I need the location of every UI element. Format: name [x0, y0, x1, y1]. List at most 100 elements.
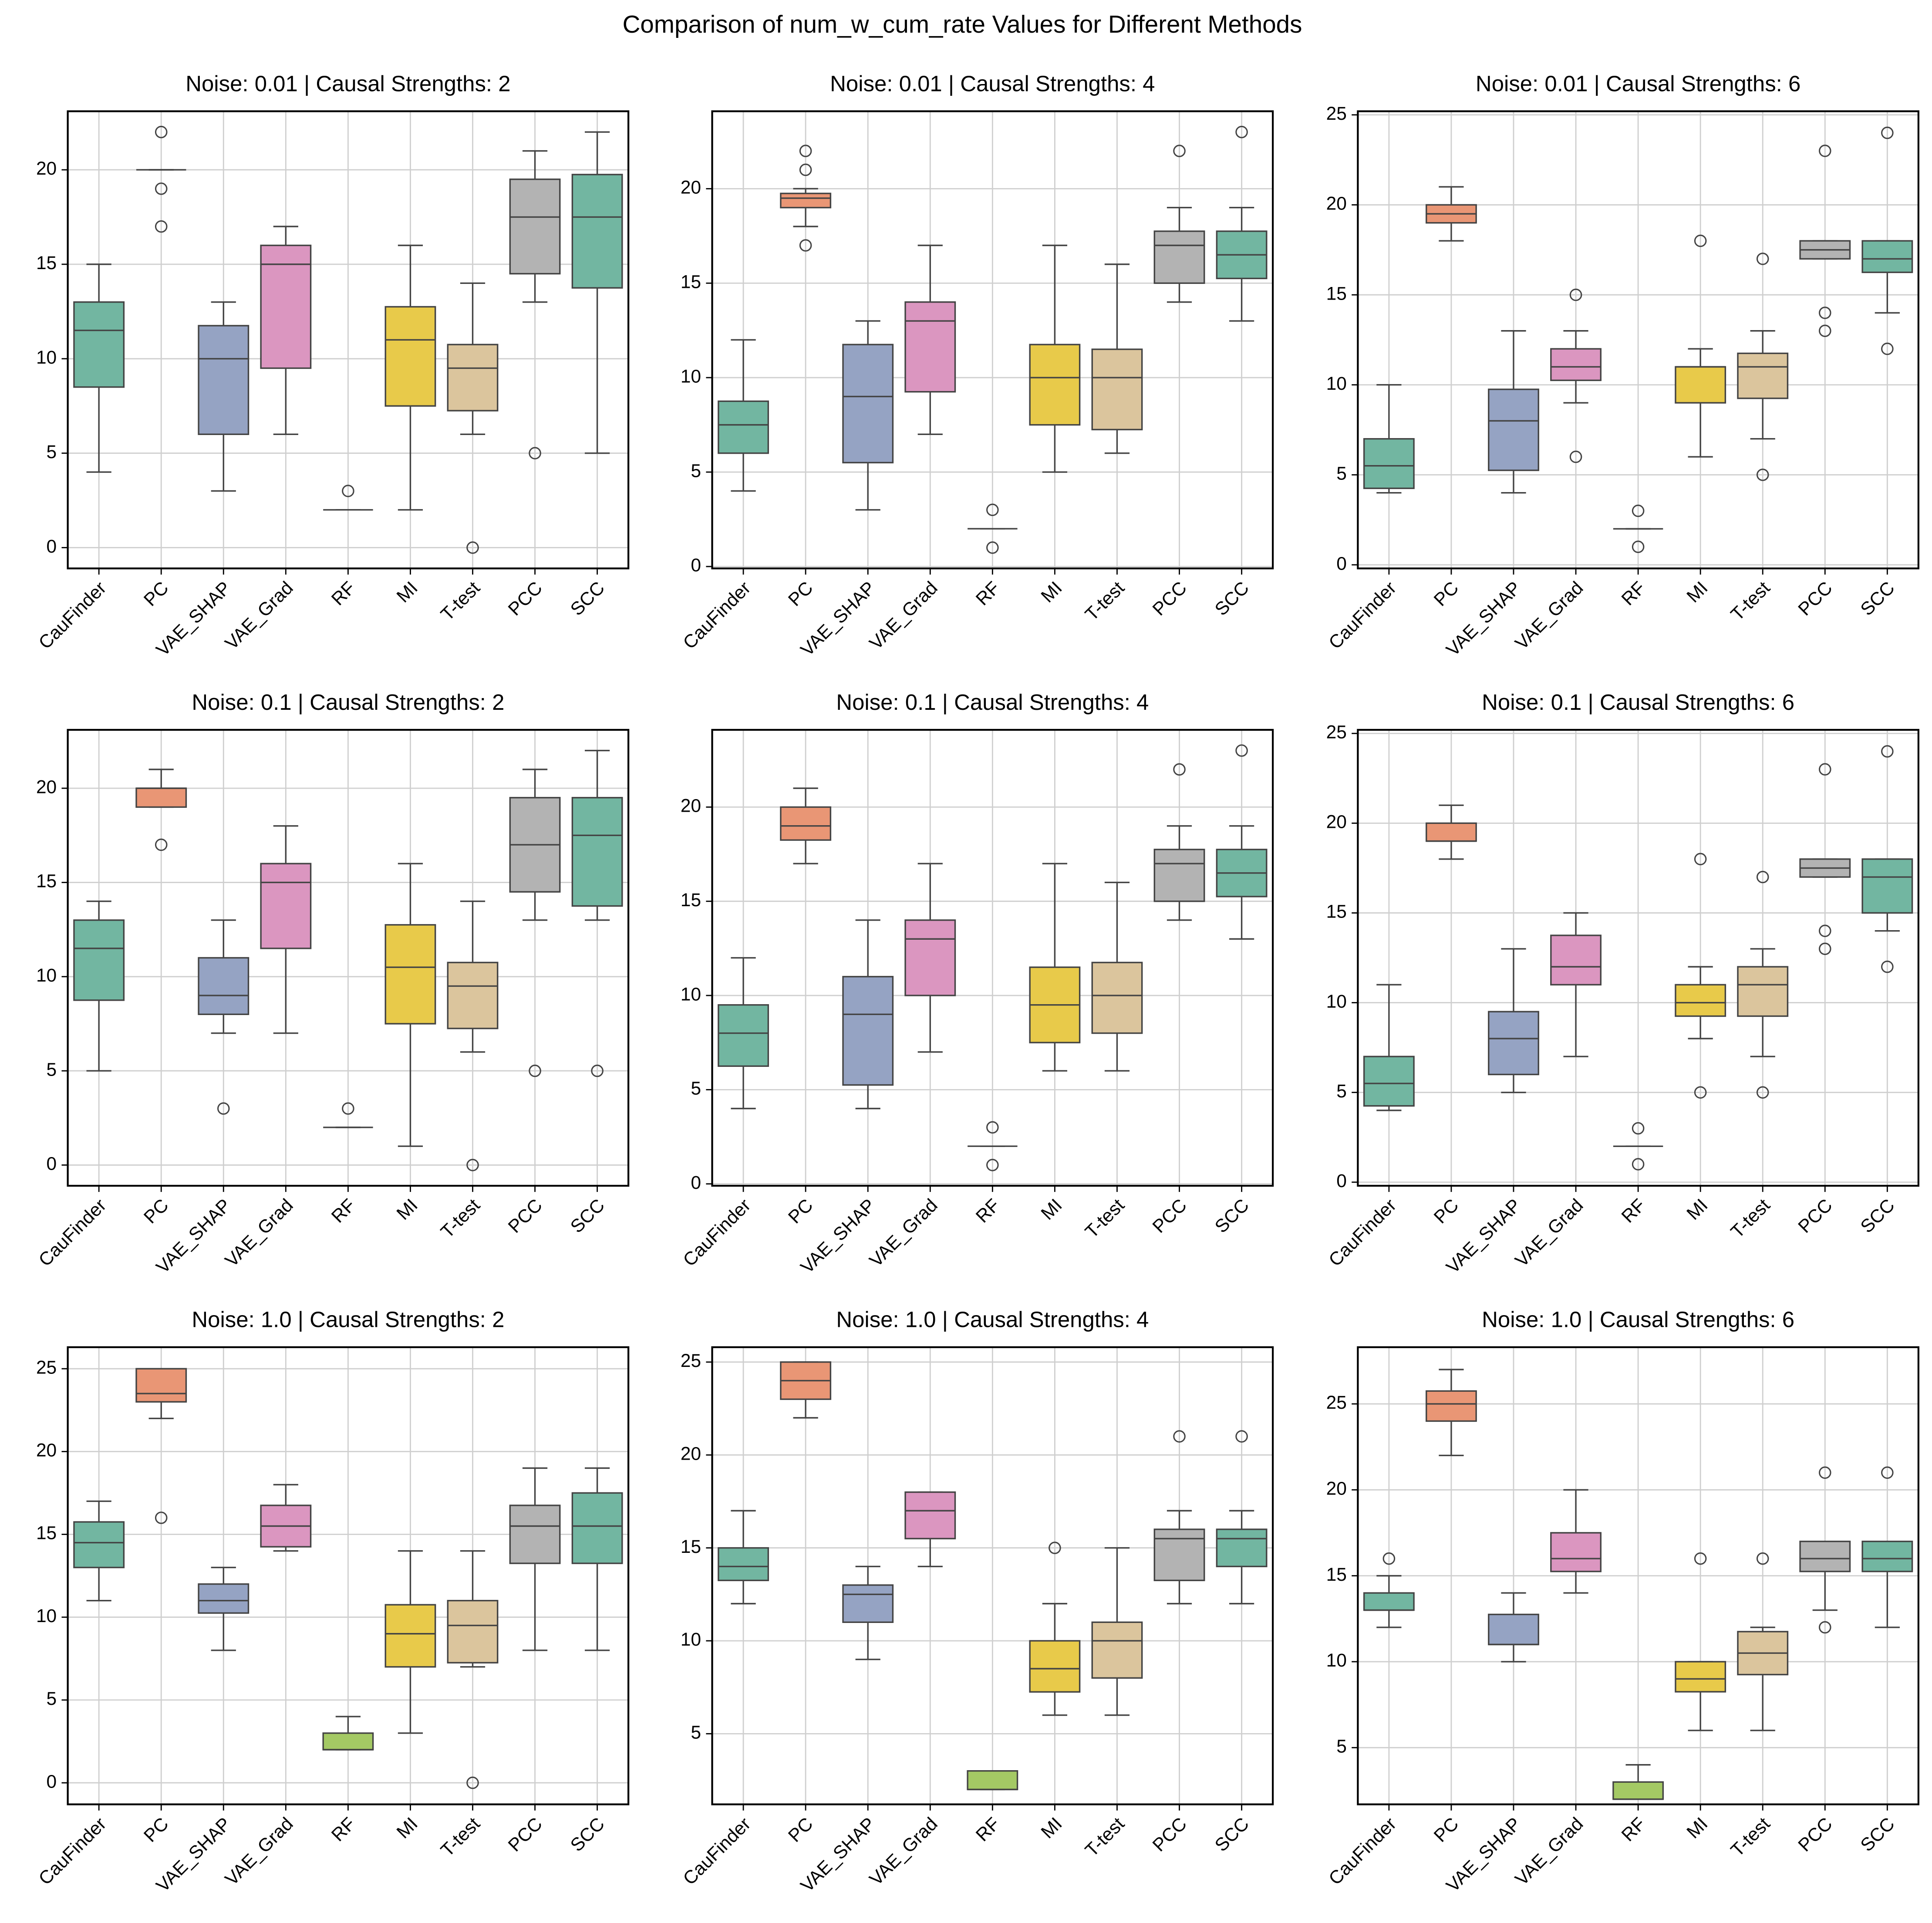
box — [842, 344, 894, 464]
box — [1675, 984, 1726, 1017]
y-tick-label: 10 — [681, 984, 701, 1004]
axes-frame — [67, 110, 630, 570]
y-tick-label: 25 — [681, 1350, 701, 1371]
subplot-title: Noise: 0.1 | Causal Strengths: 6 — [1482, 690, 1794, 715]
y-tick-label: 10 — [1326, 1650, 1347, 1670]
outlier — [1235, 744, 1248, 757]
outlier — [1173, 1430, 1186, 1443]
y-tick-label: 0 — [1336, 553, 1347, 574]
outlier — [155, 838, 168, 851]
outlier — [1756, 870, 1769, 884]
outlier — [1569, 288, 1582, 301]
box — [1861, 858, 1913, 914]
outlier — [155, 1511, 168, 1524]
outlier — [1382, 1552, 1396, 1565]
box — [718, 1547, 769, 1581]
box — [509, 178, 561, 275]
outlier — [1756, 253, 1769, 265]
figure-title: Comparison of num_w_cum_rate Values for … — [623, 10, 1302, 38]
outlier — [1569, 450, 1582, 463]
outlier — [1632, 504, 1645, 517]
outlier — [1818, 145, 1831, 157]
y-tick-label: 15 — [1326, 283, 1347, 304]
y-tick-label: 20 — [36, 158, 57, 179]
y-tick-label: 20 — [36, 776, 57, 797]
outlier — [1818, 1621, 1831, 1634]
outlier — [1818, 1466, 1831, 1479]
box — [1550, 935, 1602, 986]
outlier — [155, 220, 168, 233]
box — [1488, 1011, 1539, 1076]
subplot: Noise: 0.01 | Causal Strengths: 6 0 5 10 15 2… — [1325, 71, 1919, 660]
outlier — [1881, 126, 1894, 139]
outlier — [1818, 924, 1831, 937]
outlier — [986, 1159, 999, 1171]
subplot-title: Noise: 0.01 | Causal Strengths: 6 — [1476, 71, 1801, 96]
y-tick-label: 20 — [681, 1443, 701, 1464]
box — [1488, 388, 1539, 471]
y-tick-label: 10 — [1326, 373, 1347, 394]
box — [1426, 1390, 1477, 1422]
y-tick-label: 15 — [36, 1523, 57, 1543]
y-tick-label: 5 — [1336, 1736, 1347, 1757]
y-tick-label: 15 — [36, 253, 57, 273]
outlier — [466, 541, 479, 554]
box — [1550, 1532, 1602, 1572]
y-tick-label: 15 — [1326, 1564, 1347, 1585]
subplot-title: Noise: 1.0 | Causal Strengths: 6 — [1482, 1307, 1794, 1332]
outlier — [466, 1159, 479, 1171]
subplot: Noise: 0.01 | Causal Strengths: 2 0 5 10 15 2… — [34, 71, 630, 660]
outlier — [529, 447, 541, 459]
y-tick-label: 20 — [681, 796, 701, 816]
outlier — [155, 182, 168, 195]
outlier — [1756, 469, 1769, 481]
y-tick-label: 15 — [1326, 901, 1347, 922]
outlier — [1881, 342, 1894, 355]
outlier — [217, 1102, 230, 1115]
outlier — [1818, 324, 1831, 337]
y-tick-label: 0 — [1336, 1171, 1347, 1191]
outlier — [1694, 234, 1707, 247]
outlier — [1818, 763, 1831, 776]
y-tick-label: 10 — [681, 366, 701, 386]
box — [1363, 438, 1415, 489]
subplot-title: Noise: 0.1 | Causal Strengths: 4 — [836, 690, 1149, 715]
box — [1612, 1781, 1664, 1800]
box — [1091, 962, 1143, 1034]
outlier — [342, 1102, 354, 1115]
outlier — [1632, 1122, 1645, 1135]
box — [904, 301, 956, 393]
y-tick-label: 5 — [47, 1059, 57, 1080]
box — [260, 863, 312, 949]
y-tick-label: 0 — [47, 536, 57, 557]
box — [447, 344, 499, 412]
outlier — [1818, 942, 1831, 955]
y-tick-label: 20 — [36, 1440, 57, 1461]
axes-frame — [67, 729, 630, 1187]
y-tick-label: 5 — [1336, 1081, 1347, 1101]
box — [904, 919, 956, 996]
box — [198, 957, 250, 1015]
box — [1029, 1640, 1081, 1693]
y-tick-label: 15 — [681, 890, 701, 910]
outlier — [986, 503, 999, 516]
box — [73, 919, 125, 1001]
box — [842, 976, 894, 1086]
outlier — [1694, 1552, 1707, 1565]
box — [447, 962, 499, 1029]
box — [1675, 1661, 1726, 1693]
box — [384, 924, 436, 1025]
box — [1363, 1592, 1415, 1611]
box — [1861, 240, 1913, 273]
y-tick-label: 5 — [47, 1688, 57, 1709]
y-tick-label: 10 — [1326, 991, 1347, 1012]
y-tick-label: 10 — [36, 1606, 57, 1626]
box — [322, 1732, 374, 1751]
y-tick-label: 25 — [1326, 103, 1347, 124]
box — [1153, 230, 1205, 284]
box — [509, 1505, 561, 1564]
axes-frame — [711, 1346, 1274, 1805]
outlier — [986, 1121, 999, 1134]
